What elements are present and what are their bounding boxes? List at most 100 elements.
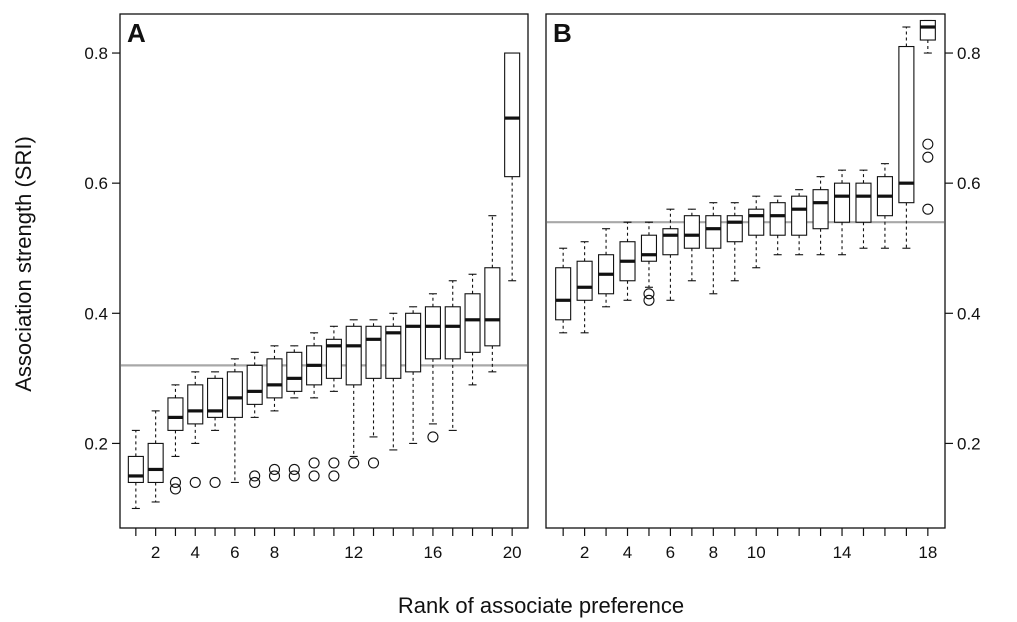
box-body — [555, 267, 572, 321]
panel-b-box-12 — [791, 189, 808, 256]
box-body — [266, 358, 283, 399]
outlier-point — [328, 470, 340, 482]
box-body — [726, 215, 743, 243]
panel-b-box-11 — [769, 195, 786, 256]
outlier-point — [268, 470, 281, 482]
box-body — [662, 228, 679, 256]
panel-b-box-1 — [555, 247, 572, 334]
panel-b-x-tick-label: 8 — [709, 543, 718, 562]
panel-a-box-7 — [246, 351, 263, 489]
box-body — [187, 384, 204, 425]
box-body — [919, 19, 936, 41]
panel-a-y-tick-label: 0.4 — [84, 304, 108, 323]
outlier-point — [922, 138, 934, 150]
panel-b-x-tick-label: 18 — [918, 543, 937, 562]
panel-a-box-8 — [266, 345, 283, 482]
box-body — [504, 52, 521, 178]
panel-a: 0.2 0.4 0.6 0.8 2 4 6 8 12 16 20 A — [84, 13, 529, 562]
panel-b-x-tick-label: 10 — [747, 543, 766, 562]
panel-a-x-tick-label: 6 — [230, 543, 239, 562]
panel-a-x-tick-label: 4 — [191, 543, 200, 562]
box-body — [705, 215, 722, 249]
panel-a-box-19 — [484, 215, 501, 373]
box-body — [748, 208, 765, 236]
box-body — [405, 312, 422, 373]
outlier-point — [643, 288, 655, 300]
outlier-point — [922, 151, 934, 163]
outlier-point — [427, 431, 439, 443]
panel-a-letter: A — [127, 18, 146, 48]
box-body — [855, 182, 872, 223]
box-body — [167, 397, 184, 431]
panel-b-box-2 — [576, 241, 593, 334]
panel-a-box-6 — [226, 358, 243, 484]
panel-a-box-17 — [444, 280, 461, 431]
panel-a-box-16 — [424, 293, 441, 443]
box-body — [576, 260, 593, 301]
outlier-point — [288, 470, 300, 482]
panel-b-x-tick-label: 14 — [833, 543, 852, 562]
box-body — [812, 189, 829, 230]
panel-b-box-5 — [640, 221, 658, 306]
outlier-point — [367, 457, 380, 469]
panel-a-box-2 — [147, 410, 164, 503]
panel-a-box-13 — [365, 319, 382, 469]
box-body — [207, 377, 224, 418]
outlier-point — [308, 457, 320, 469]
panel-b-box-9 — [726, 202, 743, 282]
panel-b-y-tick-label: 0.2 — [957, 434, 981, 453]
panel-b-x-tick-label: 2 — [580, 543, 589, 562]
y-axis-title: Association strength (SRI) — [11, 136, 36, 392]
outlier-point — [288, 463, 300, 475]
panel-b-box-3 — [598, 228, 615, 308]
panel-a-box-11 — [325, 325, 342, 482]
panel-a-x-tick-label: 8 — [270, 543, 279, 562]
box-body — [464, 293, 481, 353]
panel-a-box-9 — [286, 345, 303, 482]
outlier-point — [328, 457, 340, 469]
panel-b-box-6 — [662, 208, 679, 301]
outlier-point — [169, 483, 182, 495]
box-body — [127, 455, 144, 484]
panel-a-box-5 — [207, 371, 224, 489]
panel-b-frame — [545, 13, 946, 529]
panel-b-y-tick-label: 0.4 — [957, 304, 981, 323]
outlier-point — [308, 470, 320, 482]
panel-a-y-tick-label: 0.2 — [84, 434, 108, 453]
panel-b: 0.2 0.4 0.6 0.8 2 4 6 8 10 14 18 B — [545, 13, 981, 562]
panel-b-y-tick-label: 0.8 — [957, 44, 981, 63]
outlier-point — [189, 476, 201, 489]
box-body — [444, 306, 461, 360]
panel-a-x-tick-label: 16 — [423, 543, 442, 562]
box-body — [791, 195, 808, 236]
panel-a-box-20 — [504, 52, 521, 282]
panel-a-box-12 — [345, 319, 362, 469]
box-body — [325, 338, 342, 379]
outlier-point — [169, 476, 182, 489]
box-body — [683, 215, 700, 249]
box-body — [484, 267, 501, 347]
panel-a-box-1 — [127, 429, 144, 510]
box-body — [424, 306, 441, 360]
panel-b-box-10 — [748, 195, 765, 269]
panel-b-letter: B — [553, 18, 572, 48]
panel-b-box-7 — [683, 208, 700, 282]
box-body — [226, 371, 243, 418]
panel-b-x-tick-label: 6 — [666, 543, 675, 562]
box-body — [898, 45, 915, 204]
outlier-point — [249, 470, 261, 482]
panel-a-box-10 — [306, 332, 323, 482]
outlier-point — [249, 476, 261, 489]
outlier-point — [922, 203, 934, 215]
panel-b-box-17 — [898, 26, 915, 249]
panel-a-x-tick-label: 20 — [503, 543, 522, 562]
panel-a-y-tick-label: 0.6 — [84, 174, 108, 193]
panel-b-box-14 — [833, 169, 851, 256]
panel-b-box-16 — [876, 163, 893, 249]
box-body — [147, 442, 164, 484]
panel-a-box-15 — [405, 306, 422, 444]
panel-a-box-14 — [385, 312, 402, 451]
x-axis-title: Rank of associate preference — [398, 593, 684, 618]
panel-b-box-13 — [812, 176, 829, 256]
panel-a-box-3 — [167, 384, 184, 495]
